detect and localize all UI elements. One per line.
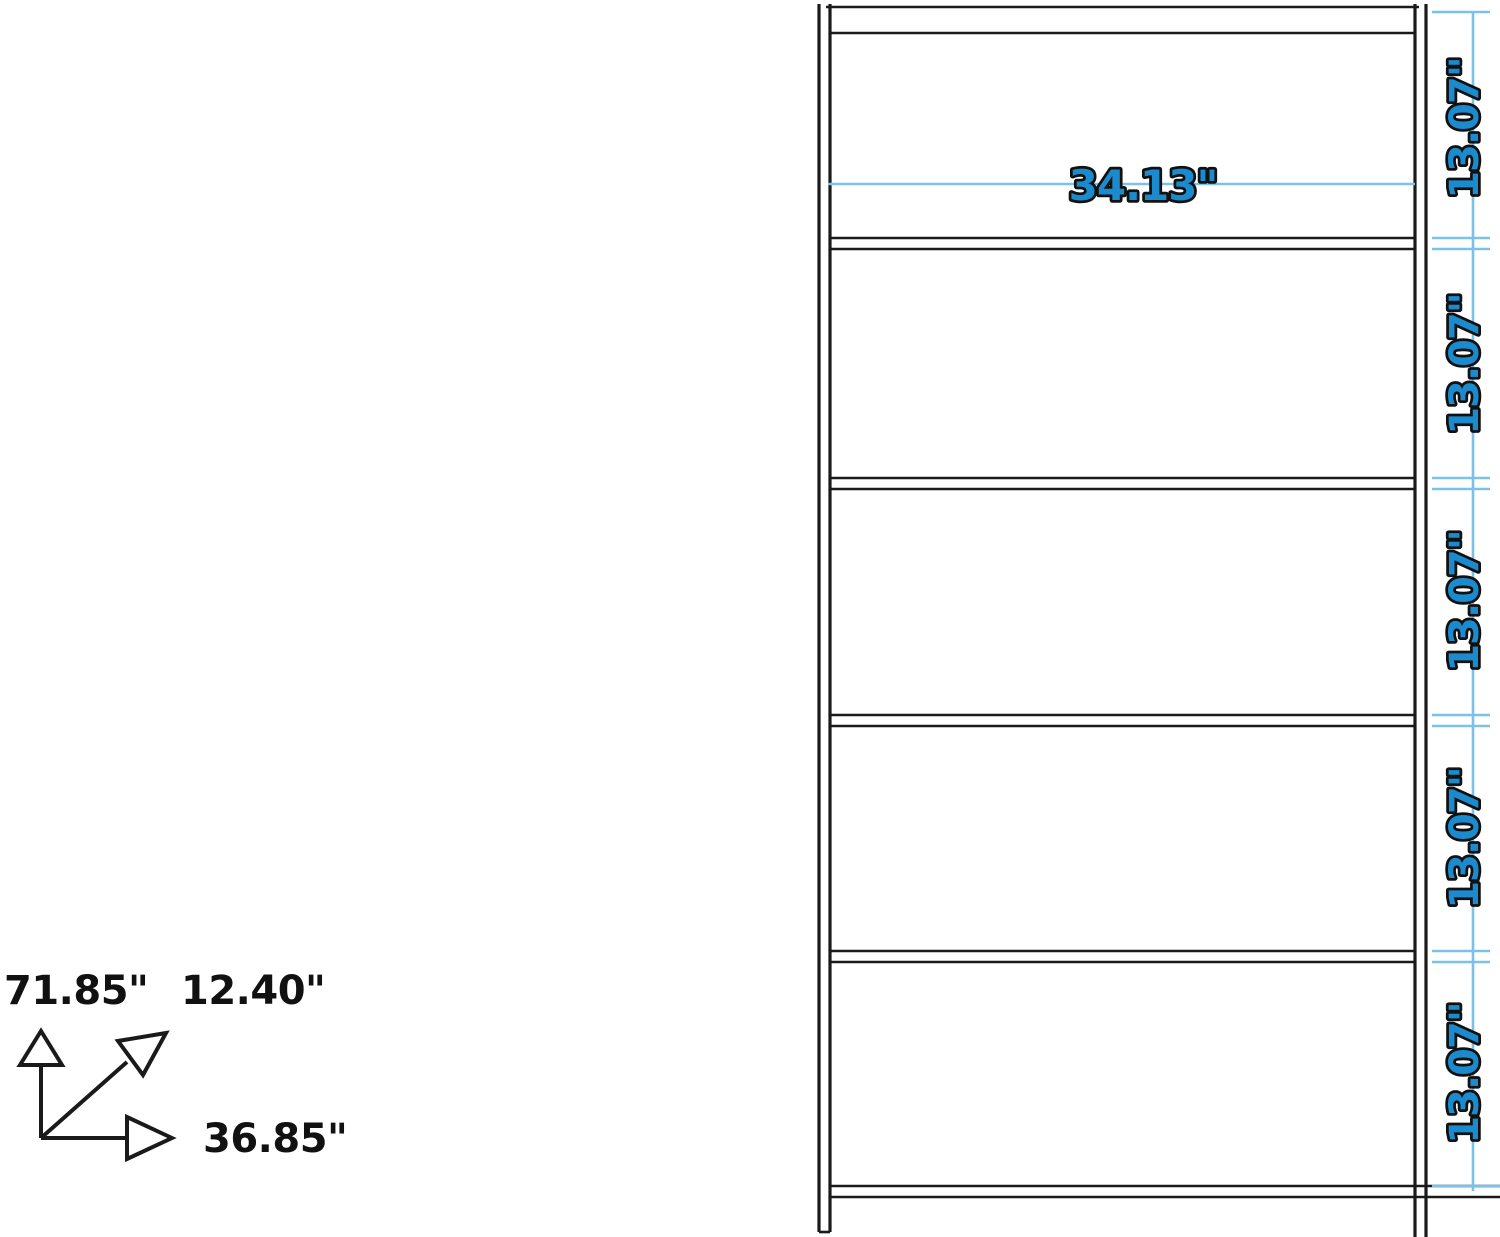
height-dimension-label-3: 13.07" <box>1442 530 1488 671</box>
width-dimension-label: 34.13" <box>1069 161 1218 210</box>
shelf-bottom <box>830 1184 1500 1199</box>
axis-arrowhead-up <box>16 1027 66 1067</box>
height-dimension-label-4: 13.07" <box>1442 767 1488 908</box>
height-dimension-4: 13.07" <box>1432 720 1491 964</box>
shelf-2 <box>830 236 1415 251</box>
height-dimension-label-1: 13.07" <box>1442 57 1488 198</box>
height-dimension-3: 13.07" <box>1432 483 1491 728</box>
right-post <box>1413 4 1428 1237</box>
shelf-4 <box>830 713 1415 728</box>
axis-diagonal <box>39 1030 170 1140</box>
shelf-top <box>826 5 1419 35</box>
axis-indicator: 71.85" 12.40" 36.85" <box>4 968 348 1163</box>
axis-arrowhead-diagonal <box>114 1030 170 1079</box>
left-post <box>817 4 832 1234</box>
axis-arrowhead-right <box>125 1113 177 1163</box>
height-dimension-1: 13.07" <box>1432 10 1491 251</box>
axis-label-diagonal: 12.40" <box>181 968 325 1014</box>
shelving-unit <box>817 4 1500 1237</box>
height-dimension-2: 13.07" <box>1432 243 1491 491</box>
axis-label-horizontal: 36.85" <box>203 1116 347 1162</box>
shelf-3 <box>830 476 1415 491</box>
axis-vertical <box>16 1027 66 1138</box>
axis-horizontal <box>41 1113 177 1163</box>
height-dimension-label-5: 13.07" <box>1442 1002 1488 1143</box>
width-dimension-group: 34.13" <box>828 158 1415 213</box>
height-dimensions-group: 13.07" 13.07" 13.07" 13.07" <box>1432 10 1500 1191</box>
axis-label-vertical: 71.85" <box>4 968 148 1014</box>
height-dimension-5: 13.07" <box>1432 956 1500 1191</box>
shelf-5 <box>830 949 1415 964</box>
height-dimension-label-2: 13.07" <box>1442 293 1488 434</box>
